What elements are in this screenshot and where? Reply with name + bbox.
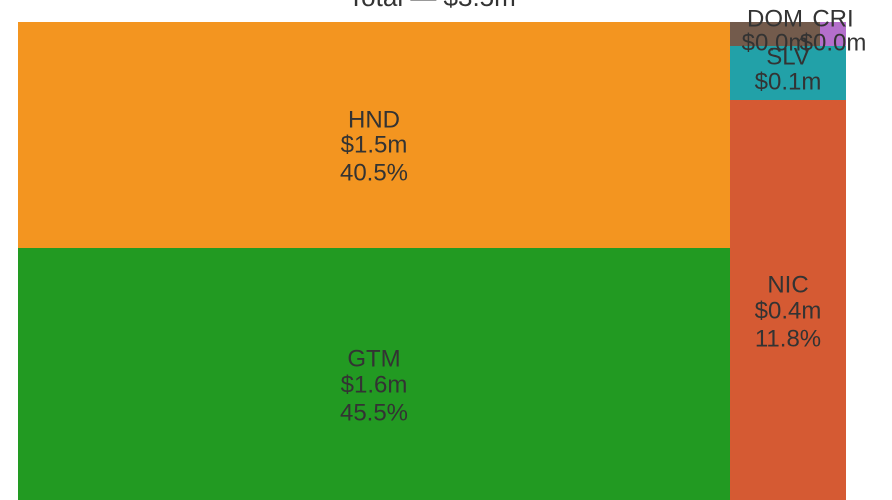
value-label: $1.6m [341,371,408,398]
tile-label: SLV [766,43,810,70]
value-label: $0.0m [742,29,809,56]
value-label: $0.4m [755,297,822,324]
chart-title: Total — $3.5m [348,0,516,12]
percent-label: 11.8% [755,325,821,352]
tile [730,100,846,500]
tile-label: DOM [747,5,803,32]
tile-label: NIC [767,271,808,298]
percent-label: 40.5% [340,159,408,186]
percent-label: 45.5% [340,399,408,426]
value-label: $1.5m [341,131,408,158]
tile [730,22,820,46]
tile [820,22,846,46]
tile [730,46,846,100]
tile-label: GTM [347,345,400,372]
tile-label: CRI [812,5,853,32]
tile [18,248,730,500]
treemap [18,22,846,500]
value-label: $0.1m [755,68,822,95]
tile [18,22,730,248]
tile-label: HND [348,106,400,133]
value-label: $0.0m [800,29,867,56]
